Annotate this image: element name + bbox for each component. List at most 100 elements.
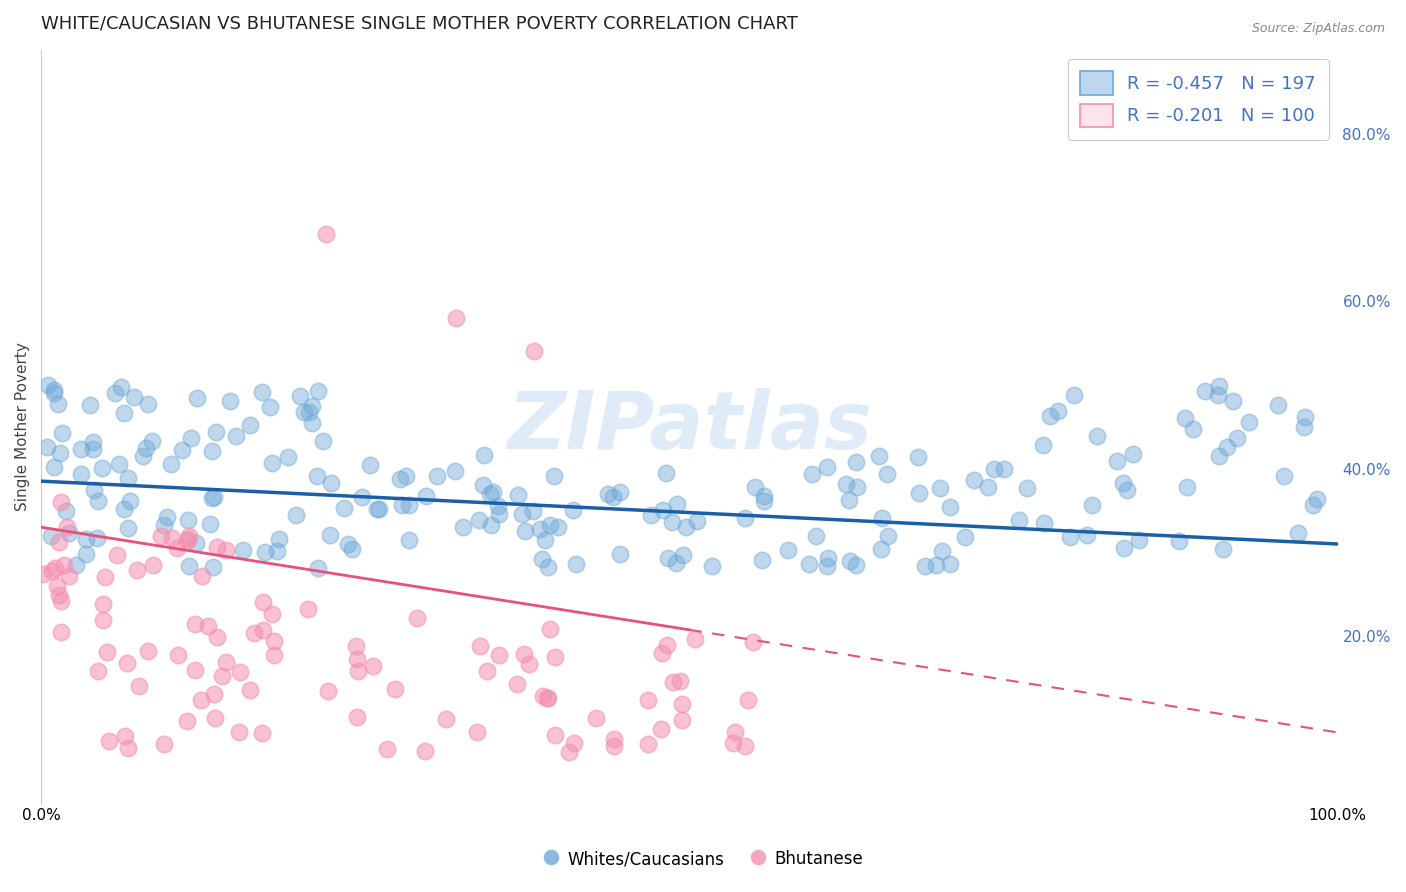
Point — [141, 434, 163, 448]
Point — [602, 731, 624, 746]
Point — [361, 658, 384, 673]
Point — [160, 458, 183, 472]
Point — [983, 462, 1005, 476]
Point — [752, 489, 775, 503]
Point — [266, 544, 288, 558]
Point — [205, 630, 228, 644]
Point — [183, 664, 205, 678]
Point — [479, 518, 502, 533]
Point — [544, 728, 567, 742]
Point — [817, 551, 839, 566]
Point — [870, 541, 893, 556]
Point — [359, 458, 381, 472]
Point — [232, 543, 254, 558]
Point — [671, 697, 693, 711]
Point — [48, 535, 70, 549]
Point — [744, 480, 766, 494]
Point — [201, 560, 224, 574]
Point — [321, 475, 343, 490]
Point — [250, 384, 273, 399]
Point — [1085, 428, 1108, 442]
Point — [534, 533, 557, 547]
Point — [925, 558, 948, 572]
Point — [215, 655, 238, 669]
Point — [395, 468, 418, 483]
Point — [565, 558, 588, 572]
Point — [444, 310, 467, 325]
Point — [537, 690, 560, 705]
Point — [598, 487, 620, 501]
Point — [82, 434, 104, 449]
Point — [1208, 388, 1230, 402]
Point — [815, 559, 838, 574]
Point — [523, 344, 546, 359]
Point — [184, 536, 207, 550]
Point — [75, 547, 97, 561]
Point — [675, 520, 697, 534]
Point — [110, 379, 132, 393]
Point — [114, 730, 136, 744]
Point — [51, 425, 73, 440]
Point — [204, 425, 226, 439]
Point — [1222, 393, 1244, 408]
Point — [486, 499, 509, 513]
Point — [190, 692, 212, 706]
Point — [1107, 454, 1129, 468]
Point — [1128, 533, 1150, 548]
Point — [167, 648, 190, 663]
Point — [118, 494, 141, 508]
Point — [366, 502, 388, 516]
Point — [1175, 480, 1198, 494]
Point — [671, 714, 693, 728]
Point — [305, 469, 328, 483]
Point — [928, 481, 950, 495]
Point — [1212, 542, 1234, 557]
Point — [202, 687, 225, 701]
Point — [177, 513, 200, 527]
Point — [1237, 415, 1260, 429]
Point — [94, 570, 117, 584]
Point — [1122, 447, 1144, 461]
Legend: R = -0.457   N = 197, R = -0.201   N = 100: R = -0.457 N = 197, R = -0.201 N = 100 — [1067, 59, 1329, 139]
Point — [176, 714, 198, 728]
Point — [1208, 379, 1230, 393]
Point — [838, 492, 860, 507]
Point — [846, 480, 869, 494]
Point — [683, 632, 706, 646]
Point — [651, 647, 673, 661]
Point — [609, 547, 631, 561]
Point — [252, 624, 274, 638]
Point — [468, 640, 491, 654]
Point — [239, 418, 262, 433]
Point — [260, 456, 283, 470]
Point — [263, 634, 285, 648]
Point — [204, 711, 226, 725]
Point — [519, 657, 541, 672]
Point — [868, 449, 890, 463]
Point — [336, 537, 359, 551]
Point — [939, 500, 962, 514]
Point — [301, 416, 323, 430]
Point — [1115, 483, 1137, 497]
Point — [315, 227, 337, 241]
Point — [1194, 384, 1216, 399]
Point — [104, 386, 127, 401]
Point — [657, 638, 679, 652]
Point — [153, 518, 176, 533]
Point — [263, 648, 285, 662]
Point — [136, 644, 159, 658]
Point — [1059, 529, 1081, 543]
Point — [225, 429, 247, 443]
Point — [142, 558, 165, 572]
Point — [160, 532, 183, 546]
Point — [451, 520, 474, 534]
Point — [1226, 431, 1249, 445]
Point — [79, 398, 101, 412]
Point — [976, 480, 998, 494]
Point — [801, 467, 824, 482]
Point — [307, 384, 329, 398]
Point — [734, 511, 756, 525]
Point — [834, 477, 856, 491]
Point — [239, 683, 262, 698]
Point — [686, 514, 709, 528]
